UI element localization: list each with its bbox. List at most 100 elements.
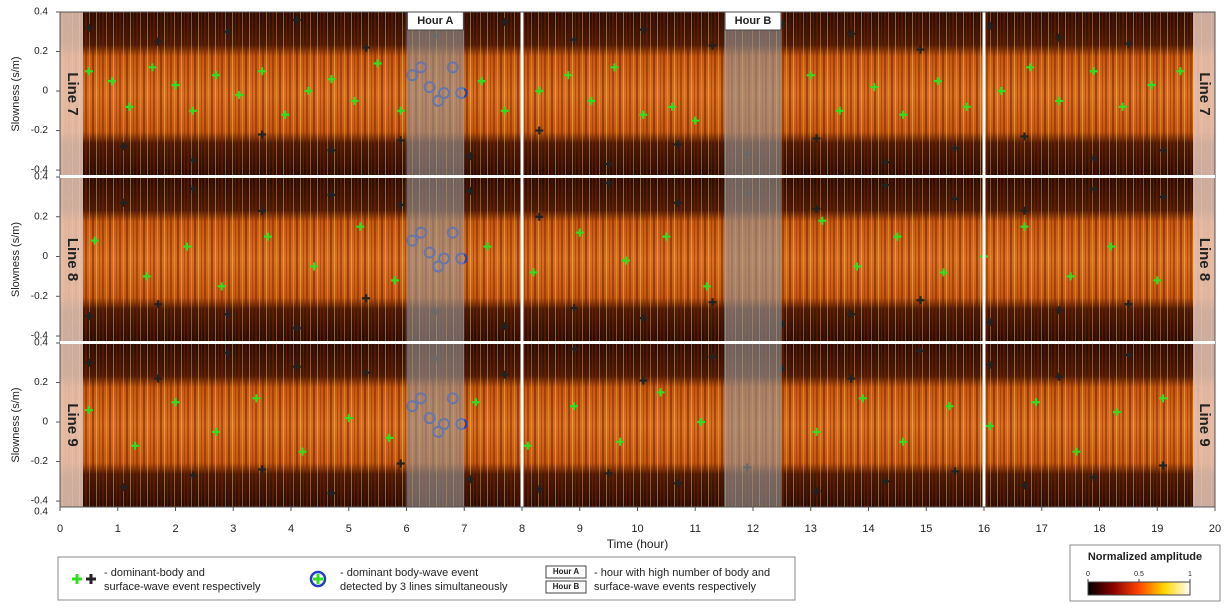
event-marker	[893, 232, 902, 241]
colorbar-tick-label: 0.5	[1134, 571, 1144, 578]
event-marker	[1026, 63, 1035, 72]
y-tick-label: -0.2	[31, 291, 49, 302]
event-marker	[1055, 33, 1064, 42]
event-marker	[847, 374, 856, 383]
panel: Line 9 Line 9 -0.4 -0.2 0 0.2 0.4 Slowness (s/m…	[10, 338, 1221, 552]
event-marker	[933, 77, 942, 86]
event-marker	[1020, 481, 1029, 490]
event-marker	[639, 376, 648, 385]
event-marker	[235, 90, 244, 99]
event-marker	[281, 110, 290, 119]
event-marker	[639, 110, 648, 119]
y-axis-label: Slowness (s/m)	[10, 222, 22, 297]
legend-text: - dominant-body and	[104, 567, 205, 579]
axis-corner-label: 0.4	[34, 507, 48, 518]
event-marker	[1089, 184, 1098, 193]
event-marker	[327, 146, 336, 155]
event-marker	[604, 469, 613, 478]
event-marker	[985, 360, 994, 369]
event-marker	[396, 106, 405, 115]
event-marker	[292, 15, 301, 24]
event-marker	[621, 256, 630, 265]
event-marker	[252, 394, 261, 403]
x-tick-label: 7	[461, 523, 467, 535]
x-tick-label: 0	[57, 523, 63, 535]
x-axis-label: Time (hour)	[607, 537, 669, 551]
x-tick-label: 10	[631, 523, 643, 535]
event-marker	[997, 87, 1006, 96]
event-marker	[962, 102, 971, 111]
event-marker	[500, 322, 509, 331]
event-marker	[183, 242, 192, 251]
event-marker	[1072, 447, 1081, 456]
event-marker	[188, 156, 197, 165]
event-marker	[90, 236, 99, 245]
event-marker	[702, 282, 711, 291]
x-tick-label: 9	[577, 523, 583, 535]
event-marker	[569, 402, 578, 411]
event-marker	[951, 144, 960, 153]
event-marker	[610, 63, 619, 72]
event-marker	[916, 45, 925, 54]
event-marker	[639, 25, 648, 34]
event-marker	[1159, 146, 1168, 155]
event-marker	[1153, 276, 1162, 285]
event-marker	[535, 87, 544, 96]
y-axis-label: Slowness (s/m)	[10, 387, 22, 462]
event-marker	[188, 471, 197, 480]
event-marker	[1159, 461, 1168, 470]
event-marker	[852, 262, 861, 271]
event-marker	[529, 268, 538, 277]
x-tick-label: 2	[172, 523, 178, 535]
event-marker	[362, 368, 371, 377]
event-marker	[985, 21, 994, 30]
panel-label: Line 9	[64, 403, 81, 446]
event-marker	[916, 346, 925, 355]
event-marker	[327, 190, 336, 199]
panel-texture	[60, 343, 1215, 507]
event-marker	[154, 37, 163, 46]
event-marker	[1089, 473, 1098, 482]
x-tick-label: 11	[690, 523, 701, 535]
event-marker	[881, 477, 890, 486]
x-tick-label: 14	[862, 523, 874, 535]
label-strip	[1193, 343, 1215, 507]
event-marker	[812, 134, 821, 143]
x-tick-label: 15	[920, 523, 932, 535]
panel: Line 7 Line 7 -0.4 -0.2 0 0.2 0.4 Slowness (s/m…	[10, 7, 1216, 177]
event-marker	[1089, 154, 1098, 163]
event-marker	[223, 27, 232, 36]
event-marker	[569, 344, 578, 353]
event-marker	[939, 268, 948, 277]
y-tick-label: 0	[42, 417, 48, 428]
event-marker	[587, 96, 596, 105]
event-marker	[835, 106, 844, 115]
event-marker	[985, 421, 994, 430]
event-marker	[1176, 67, 1185, 76]
legend-hour-box	[545, 565, 587, 579]
x-tick-label: 17	[1036, 523, 1048, 535]
legend-hour-label: Hour B	[553, 582, 580, 591]
event-marker	[1159, 394, 1168, 403]
event-marker	[899, 110, 908, 119]
y-tick-label: -0.4	[31, 165, 49, 176]
event-marker	[84, 358, 93, 367]
y-tick-label: 0	[42, 86, 48, 97]
legend-hour-label: Hour A	[553, 567, 580, 576]
event-marker	[373, 59, 382, 68]
x-tick-label: 18	[1093, 523, 1105, 535]
label-strip	[1193, 177, 1215, 342]
event-marker	[327, 489, 336, 498]
event-marker	[258, 465, 267, 474]
panel: Line 8 Line 8 -0.4 -0.2 0 0.2 0.4 Slowness (s/m…	[10, 172, 1216, 343]
panel-label: Line 9	[1196, 403, 1213, 446]
legend: - dominant-body and surface-wave event re…	[72, 565, 770, 594]
event-marker	[1055, 372, 1064, 381]
event-marker	[523, 441, 532, 450]
event-marker	[148, 63, 157, 72]
label-strip	[60, 177, 83, 342]
event-marker	[500, 106, 509, 115]
hour-label: Hour A	[417, 15, 453, 27]
event-marker	[569, 304, 578, 313]
x-tick-label: 8	[519, 523, 525, 535]
